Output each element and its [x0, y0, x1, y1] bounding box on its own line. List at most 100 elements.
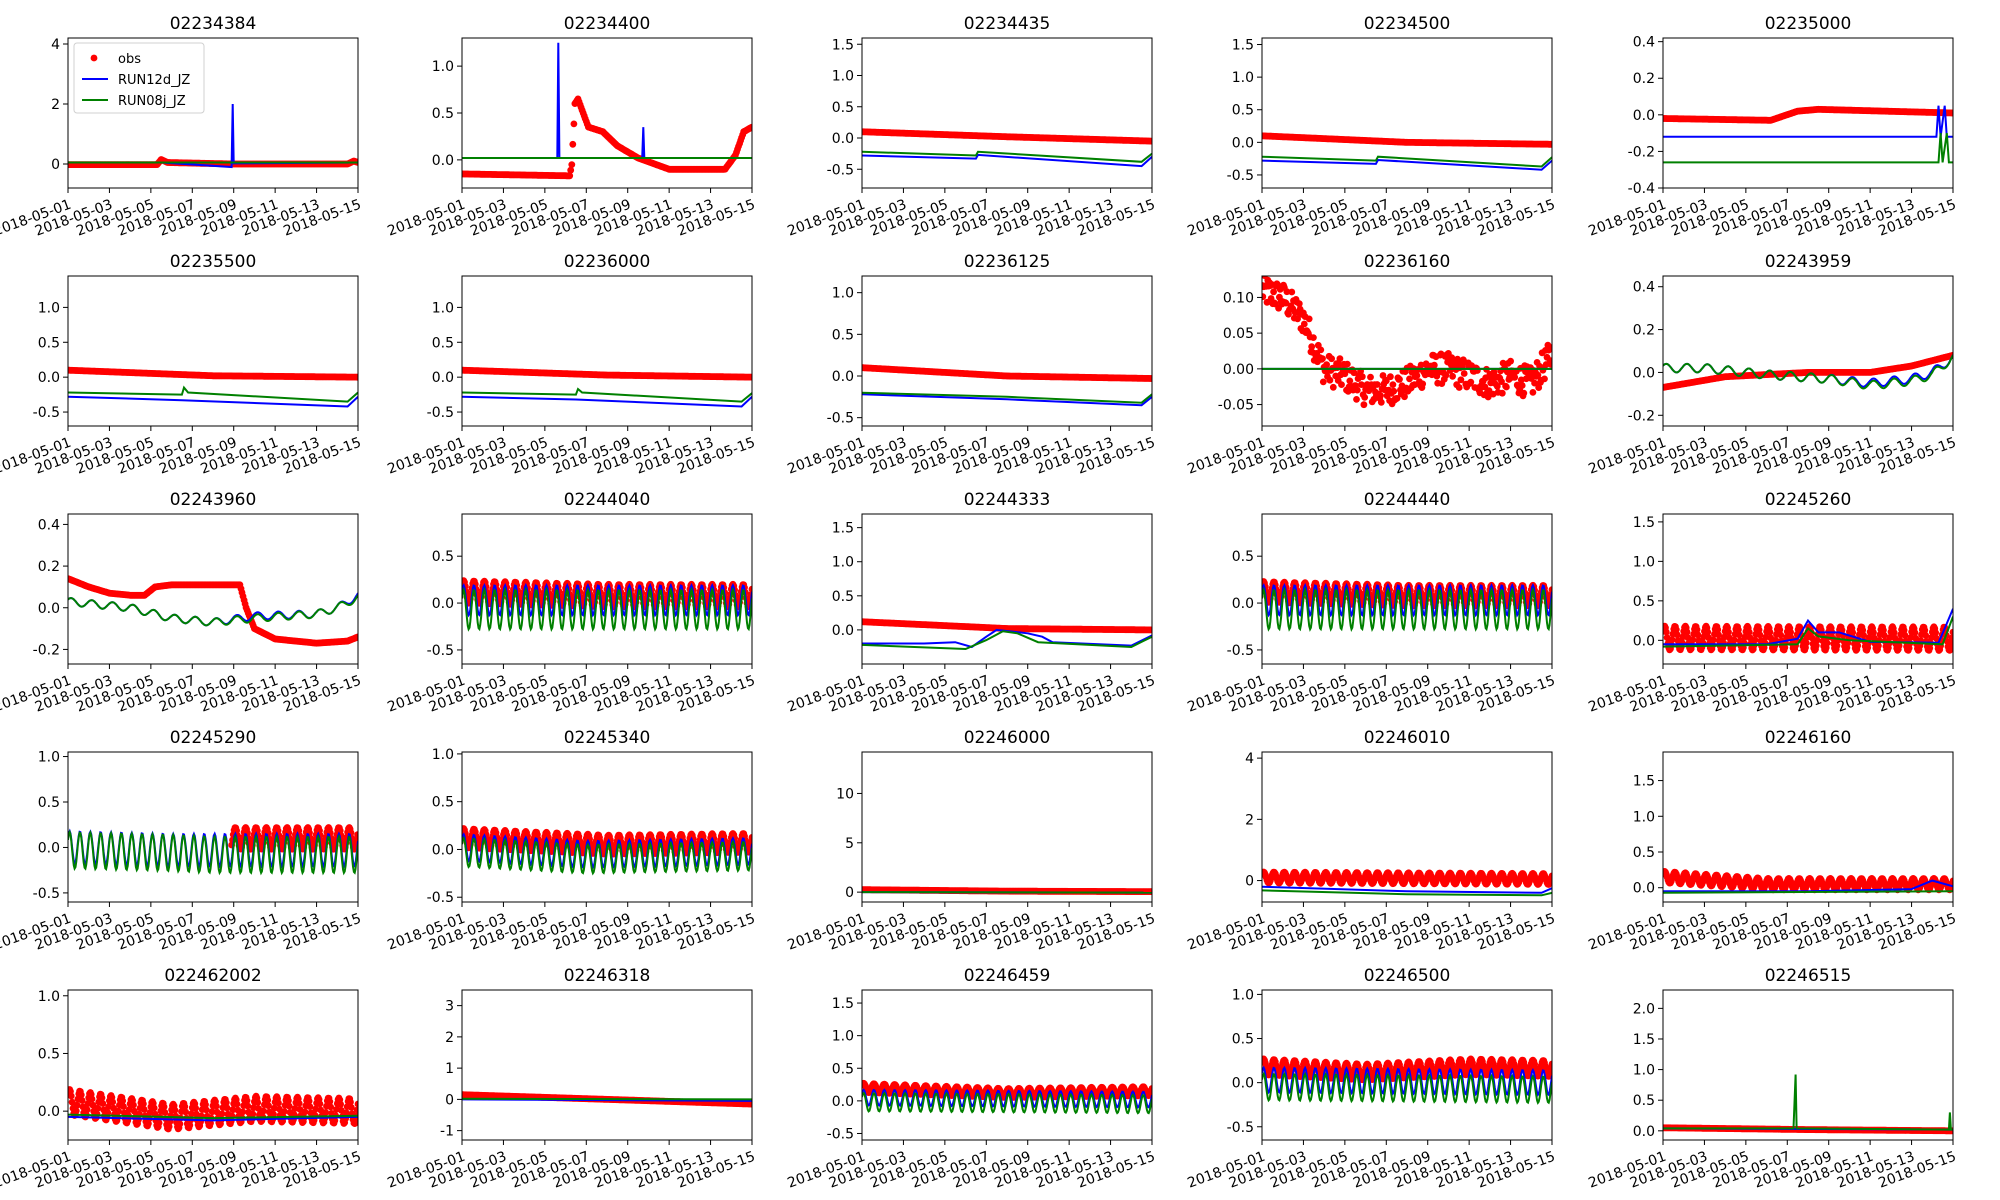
- series-run12d-jz: [862, 393, 1152, 407]
- obs-point: [1890, 629, 1898, 636]
- obs-point: [1683, 628, 1691, 636]
- series-run12d-jz: [1663, 608, 1953, 646]
- obs-point: [1326, 376, 1334, 384]
- panel-title: 02235000: [1765, 14, 1852, 34]
- obs-point: [1663, 628, 1670, 636]
- panel-02244440: 02244440-0.50.00.52018-05-012018-05-0320…: [1185, 490, 1557, 716]
- obs-point: [566, 172, 574, 180]
- y-tick-label: 0.2: [1633, 71, 1655, 87]
- y-tick-label: -0.2: [1628, 408, 1655, 424]
- obs-point: [1377, 398, 1385, 406]
- series-obs: [862, 364, 1152, 382]
- y-tick-label: 0.0: [832, 623, 854, 639]
- obs-point: [1498, 389, 1506, 397]
- obs-point: [1755, 626, 1763, 634]
- obs-point: [1449, 372, 1456, 380]
- y-tick-label: 0.0: [1633, 108, 1655, 124]
- y-tick-label: 0.05: [1223, 326, 1254, 342]
- plot-frame: [861, 37, 1153, 189]
- y-tick-label: 1.0: [1633, 554, 1655, 570]
- series-run08j-jz: [68, 594, 358, 627]
- obs-point: [1493, 382, 1501, 390]
- obs-point: [1949, 628, 1953, 636]
- obs-point: [1262, 293, 1267, 301]
- obs-point: [1714, 626, 1722, 634]
- obs-point: [1751, 636, 1759, 644]
- obs-point: [1358, 373, 1366, 381]
- y-tick-label: 2: [51, 97, 60, 113]
- obs-point: [569, 140, 577, 148]
- obs-point: [1531, 379, 1538, 387]
- obs-point: [1498, 378, 1505, 385]
- obs-point: [1454, 355, 1461, 363]
- obs-point: [1503, 383, 1510, 391]
- y-tick-label: 0: [51, 157, 60, 173]
- obs-point: [1922, 632, 1930, 639]
- y-tick-label: 1.0: [832, 555, 854, 571]
- obs-point: [1541, 375, 1548, 383]
- obs-point: [1875, 642, 1882, 650]
- obs-point: [1715, 631, 1722, 639]
- obs-point: [1895, 642, 1903, 650]
- obs-point: [1679, 633, 1687, 641]
- series-run08j-jz: [1663, 616, 1953, 648]
- y-tick-label: 4: [51, 37, 60, 53]
- series-run12d-jz: [1262, 158, 1552, 171]
- obs-point: [1668, 636, 1676, 644]
- series-obs: [1663, 105, 1953, 124]
- obs-point: [1548, 140, 1552, 148]
- plot-frame: [1261, 37, 1553, 189]
- y-tick-label: 1.5: [1232, 38, 1254, 54]
- obs-point: [1870, 629, 1877, 636]
- panel-title: 02244040: [564, 490, 651, 510]
- y-tick-label: 0.5: [432, 549, 454, 565]
- series-obs: [1663, 622, 1953, 654]
- obs-point: [568, 161, 576, 169]
- obs-point: [1328, 355, 1335, 363]
- panel-title: 02236000: [564, 252, 651, 272]
- panel-title: 02235500: [170, 252, 257, 272]
- obs-point: [1693, 626, 1701, 634]
- obs-point: [1329, 383, 1337, 391]
- y-tick-label: 0.0: [1633, 633, 1655, 649]
- obs-point: [1343, 360, 1351, 368]
- panel-title: 02234384: [170, 14, 257, 34]
- obs-point: [1389, 381, 1397, 388]
- obs-point: [1335, 361, 1343, 369]
- panel-02244040: 02244040-0.50.00.52018-05-012018-05-0320…: [385, 490, 757, 716]
- obs-point: [1673, 631, 1681, 639]
- series-run08j-jz: [862, 391, 1152, 404]
- obs-point: [1346, 377, 1354, 385]
- series-run08j-jz: [862, 630, 1152, 651]
- obs-point: [354, 633, 358, 641]
- y-tick-label: 0.4: [1633, 35, 1655, 51]
- y-tick-label: -0.5: [33, 405, 60, 421]
- y-tick-label: 0.5: [38, 335, 60, 351]
- obs-point: [1282, 299, 1290, 307]
- y-tick-label: 0.0: [432, 596, 454, 612]
- series-obs: [68, 575, 358, 647]
- series-run12d-jz: [462, 42, 752, 159]
- obs-point: [1907, 634, 1915, 641]
- series-obs: [1262, 276, 1552, 409]
- obs-point: [748, 585, 752, 593]
- panel-02236000: 02236000-0.50.00.51.02018-05-012018-05-0…: [385, 252, 757, 478]
- y-tick-label: -0.5: [427, 405, 454, 421]
- y-tick-label: 1.0: [432, 300, 454, 316]
- plot-frame: [461, 37, 753, 189]
- obs-point: [1387, 373, 1394, 381]
- obs-point: [1720, 633, 1728, 641]
- obs-point: [1730, 636, 1738, 644]
- y-tick-label: -0.5: [1227, 168, 1254, 184]
- obs-point: [1336, 355, 1344, 363]
- obs-point: [1901, 631, 1909, 639]
- panel-title: 02236160: [1364, 252, 1451, 272]
- obs-point: [1467, 378, 1475, 386]
- obs-point: [1419, 380, 1427, 388]
- y-tick-label: 0.00: [1223, 362, 1254, 378]
- obs-point: [1813, 636, 1821, 644]
- series-run12d-jz: [462, 395, 752, 408]
- series-run08j-jz: [462, 387, 752, 403]
- panel-02243959: 02243959-0.20.00.20.42018-05-012018-05-0…: [1586, 252, 1958, 478]
